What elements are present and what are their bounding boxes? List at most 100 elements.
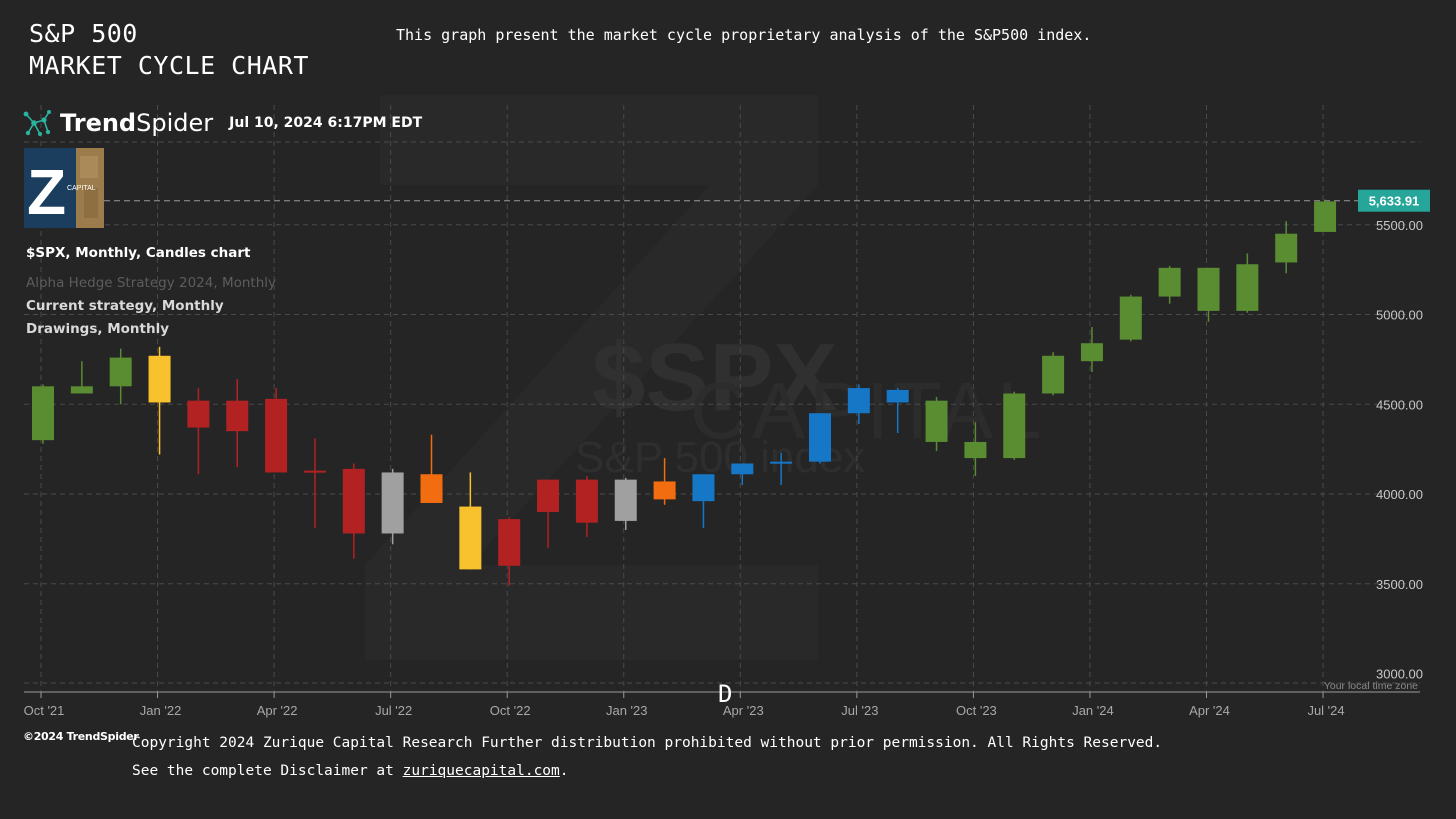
x-tick-label: Jul '24 xyxy=(1307,703,1344,718)
chart-description: This graph present the market cycle prop… xyxy=(396,26,1092,44)
candle xyxy=(420,434,443,503)
y-tick-label: 4500.00 xyxy=(1376,397,1423,412)
logo-capital-text: CAPITAL xyxy=(67,185,96,192)
candle xyxy=(381,468,404,545)
candle xyxy=(459,472,482,570)
candle-body xyxy=(847,388,870,414)
candle xyxy=(575,476,598,538)
y-tick-label: 5000.00 xyxy=(1376,308,1423,323)
candle xyxy=(498,517,521,586)
candle xyxy=(653,458,676,505)
candle xyxy=(303,438,326,529)
candle xyxy=(731,463,754,486)
candle-body xyxy=(1314,201,1337,232)
candle-body xyxy=(148,355,171,403)
trendspider-logo-icon xyxy=(23,110,51,136)
candle xyxy=(32,384,54,444)
x-tick-label: Jan '24 xyxy=(1072,703,1114,718)
candle xyxy=(1197,267,1220,322)
disclaimer-link[interactable]: zuriquecapital.com xyxy=(402,763,560,779)
trendspider-wordmark: TrendSpider xyxy=(60,109,214,137)
title-line-2: MARKET CYCLE CHART xyxy=(29,51,309,80)
candle xyxy=(1042,352,1065,396)
candle-body xyxy=(70,386,93,394)
x-tick-label: Oct '23 xyxy=(956,703,997,718)
candle-body xyxy=(32,386,54,441)
footer-copyright: Copyright 2024 Zurique Capital Research … xyxy=(132,735,1163,751)
candle-body xyxy=(770,461,793,464)
candle-body xyxy=(1119,296,1142,340)
candle xyxy=(692,474,715,529)
candle xyxy=(1314,199,1337,232)
candle-body xyxy=(420,474,443,503)
x-tick-label: Jul '23 xyxy=(841,703,878,718)
candle xyxy=(964,422,987,477)
candle xyxy=(537,479,560,548)
legend-strategy-current[interactable]: Current strategy, Monthly xyxy=(26,298,224,314)
candle-body xyxy=(226,400,249,432)
candle-body xyxy=(809,413,831,462)
legend-strategy-alpha-hedge[interactable]: Alpha Hedge Strategy 2024, Monthly xyxy=(26,275,276,291)
candle xyxy=(1158,266,1181,304)
logo-letter: Z xyxy=(27,156,66,228)
candle-body xyxy=(537,479,560,512)
x-tick-label: Apr '22 xyxy=(257,703,298,718)
cursor-marker-d: D xyxy=(718,680,733,708)
candle-body xyxy=(1236,264,1259,311)
candle xyxy=(847,384,870,424)
candle-body xyxy=(381,472,404,534)
candle-body xyxy=(1080,343,1103,362)
trendspider-brand: TrendSpider Jul 10, 2024 6:17PM EDT xyxy=(22,108,422,138)
candle-body xyxy=(1042,355,1065,394)
candle-body xyxy=(1003,393,1026,459)
candle xyxy=(1003,391,1026,460)
candle-body xyxy=(575,479,598,523)
legend-drawings[interactable]: Drawings, Monthly xyxy=(26,321,170,337)
x-tick-label: Jul '22 xyxy=(375,703,412,718)
candle xyxy=(809,413,831,464)
candle-body xyxy=(653,481,676,500)
candle xyxy=(614,477,637,530)
candle-body xyxy=(498,519,521,566)
candle-body xyxy=(614,479,637,521)
candle xyxy=(70,361,93,394)
candle xyxy=(187,388,210,475)
candle-body xyxy=(731,463,754,475)
x-tick-label: Jan '22 xyxy=(140,703,182,718)
last-price-tag xyxy=(1358,189,1430,212)
candle-body xyxy=(1197,267,1220,311)
candle-body xyxy=(459,506,482,570)
candle xyxy=(226,379,249,468)
legend-chart-label[interactable]: $SPX, Monthly, Candles chart xyxy=(26,245,251,261)
candle-body xyxy=(187,400,210,428)
x-tick-label: Oct '22 xyxy=(490,703,531,718)
candle-body xyxy=(265,398,288,473)
x-tick-label: Oct '21 xyxy=(24,703,65,718)
last-price-label: 5,633.91 xyxy=(1369,194,1420,209)
candle-body xyxy=(692,474,715,502)
candle-body xyxy=(1275,233,1298,263)
footer-disclaimer: See the complete Disclaimer at zuriqueca… xyxy=(132,763,569,779)
candle xyxy=(1236,253,1259,313)
candle xyxy=(925,397,948,451)
candle xyxy=(1080,327,1103,372)
candle-body xyxy=(886,389,909,403)
candle xyxy=(342,463,365,559)
watermark-symbol: $SPX xyxy=(592,324,837,431)
candle-body xyxy=(925,400,948,442)
x-tick-label: Apr '23 xyxy=(723,703,764,718)
y-tick-label: 5500.00 xyxy=(1376,218,1423,233)
x-tick-label: Apr '24 xyxy=(1189,703,1230,718)
candle xyxy=(770,452,793,486)
candle xyxy=(109,348,132,405)
y-tick-label: 4000.00 xyxy=(1376,487,1423,502)
candle xyxy=(265,388,288,473)
candle-body xyxy=(964,441,987,459)
x-tick-label: Jan '23 xyxy=(606,703,648,718)
candle-body xyxy=(109,357,132,387)
chart-timestamp: Jul 10, 2024 6:17PM EDT xyxy=(229,115,423,131)
title-line-1: S&P 500 xyxy=(29,19,138,48)
candle xyxy=(886,388,909,433)
